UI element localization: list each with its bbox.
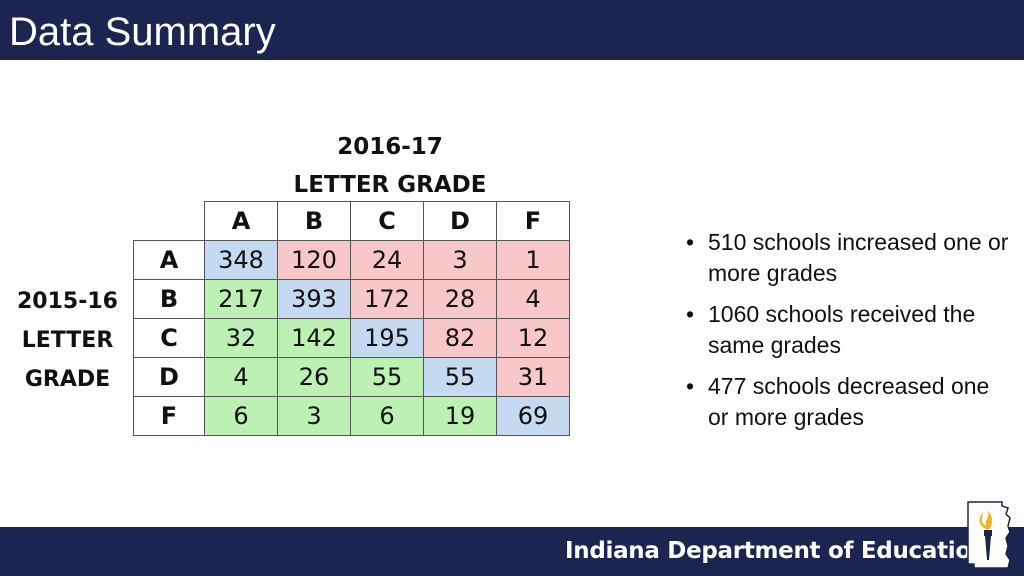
list-item: • 1060 schools received the same grades: [686, 299, 1016, 361]
table-cell: 195: [350, 317, 424, 358]
table-cell: 32: [204, 317, 278, 358]
table-cell: 4: [204, 356, 278, 397]
indiana-torch-logo-icon: [967, 501, 1011, 569]
col-header-a: A: [204, 201, 278, 241]
bullet-text: 477 schools decreased one or more grades: [708, 373, 990, 430]
table-cell: 31: [496, 356, 570, 397]
bullet-icon: •: [686, 301, 695, 327]
table-cell: 348: [204, 239, 278, 280]
table-cell: 3: [423, 239, 497, 280]
row-header-f: F: [133, 395, 205, 436]
col-header-d: D: [423, 201, 497, 241]
table-cell: 55: [423, 356, 497, 397]
bullet-icon: •: [686, 229, 695, 255]
table-cell: 28: [423, 278, 497, 319]
table-cell: 4: [496, 278, 570, 319]
row-header-d: D: [133, 356, 205, 397]
bullet-text: 1060 schools received the same grades: [708, 301, 976, 358]
column-axis-title: 2016-17 LETTER GRADE: [293, 134, 487, 198]
grade-transition-table: A B C D F A 348 120 24 3 1 B 217 393 172…: [133, 201, 570, 436]
col-header-c: C: [350, 201, 424, 241]
list-item: • 477 schools decreased one or more grade…: [686, 371, 1016, 433]
table-cell: 1: [496, 239, 570, 280]
table-cell: 142: [277, 317, 351, 358]
table-corner: [134, 202, 205, 241]
table-row: C 32 142 195 82 12: [133, 317, 570, 358]
slide-title: Data Summary: [9, 10, 276, 54]
table-cell: 69: [496, 395, 570, 436]
table-cell: 19: [423, 395, 497, 436]
col-header-b: B: [277, 201, 351, 241]
table-cell: 26: [277, 356, 351, 397]
table-cell: 55: [350, 356, 424, 397]
table-cell: 82: [423, 317, 497, 358]
list-item: • 510 schools increased one or more grade…: [686, 227, 1016, 289]
table-cell: 3: [277, 395, 351, 436]
table-row: D 4 26 55 55 31: [133, 356, 570, 397]
table-cell: 6: [350, 395, 424, 436]
slide-footer: Indiana Department of Education: [0, 527, 1024, 576]
table-cell: 172: [350, 278, 424, 319]
col-header-f: F: [496, 201, 570, 241]
table-cell: 12: [496, 317, 570, 358]
table-header-row: A B C D F: [134, 201, 570, 241]
table-row: F 6 3 6 19 69: [133, 395, 570, 436]
row-header-b: B: [133, 278, 205, 319]
row-header-a: A: [133, 239, 205, 280]
summary-bullet-list: • 510 schools increased one or more grade…: [686, 227, 1016, 443]
row-axis-title: 2015-16 LETTER GRADE: [17, 289, 118, 392]
table-cell: 120: [277, 239, 351, 280]
bullet-icon: •: [686, 373, 695, 399]
table-cell: 393: [277, 278, 351, 319]
footer-org-name: Indiana Department of Education: [565, 538, 987, 564]
bullet-text: 510 schools increased one or more grades: [708, 229, 1009, 286]
table-row: B 217 393 172 28 4: [133, 278, 570, 319]
table-row: A 348 120 24 3 1: [133, 239, 570, 280]
table-cell: 217: [204, 278, 278, 319]
table-cell: 6: [204, 395, 278, 436]
slide-header: Data Summary: [0, 0, 1024, 60]
table-cell: 24: [350, 239, 424, 280]
row-header-c: C: [133, 317, 205, 358]
